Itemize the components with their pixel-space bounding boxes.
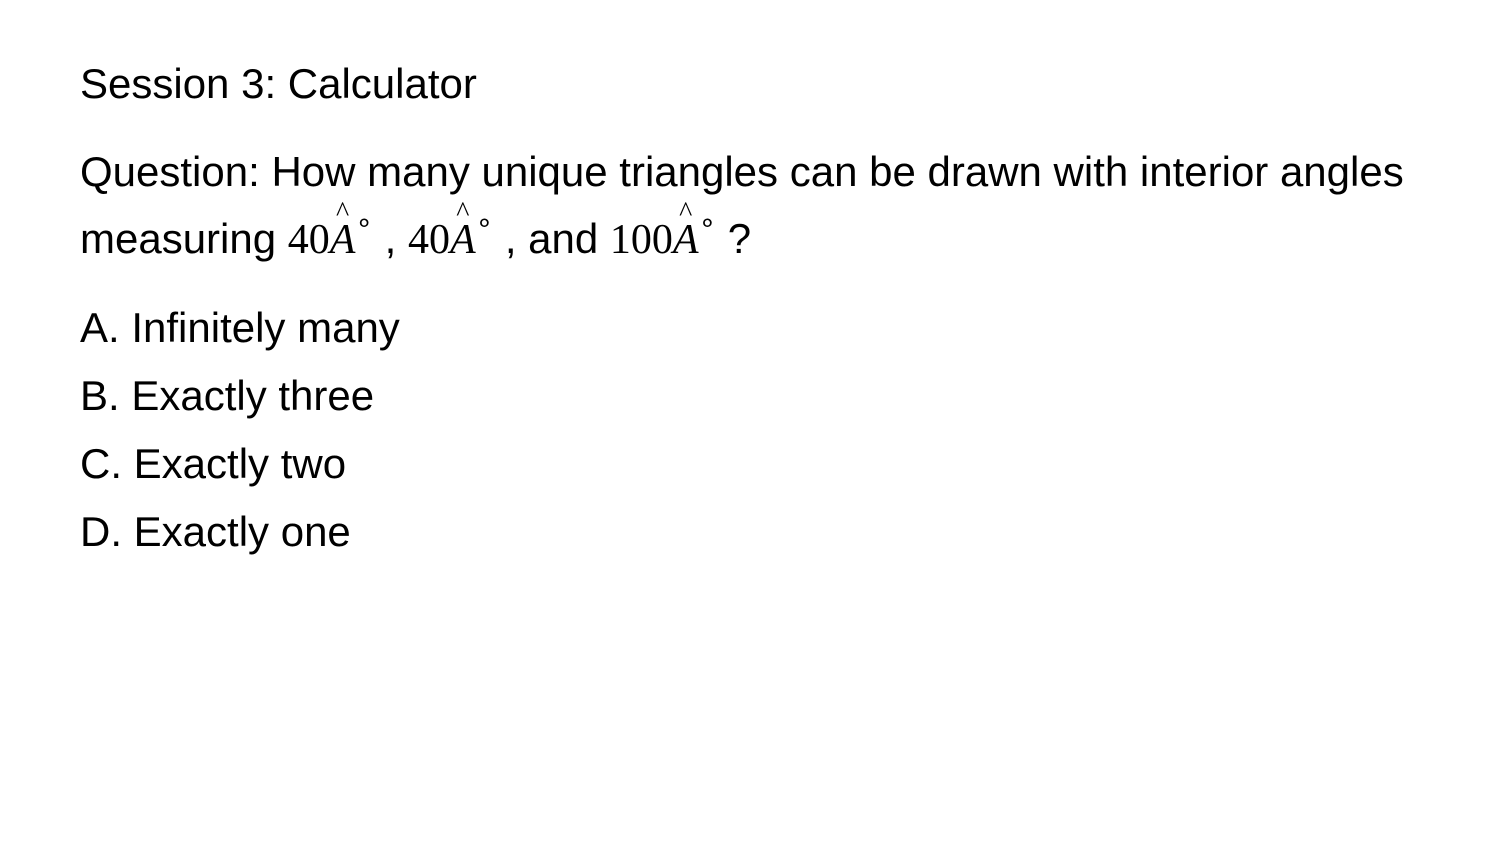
question-text: Question: How many unique triangles can …: [80, 138, 1420, 274]
math-angle-2: 40^A∘: [408, 217, 493, 263]
hat-symbol-2: ^: [456, 199, 469, 227]
math-angle-1: 40^A∘: [288, 217, 373, 263]
option-a: A. Infinitely many: [80, 304, 1420, 352]
math-angle-3: 100^A∘: [610, 217, 716, 263]
option-c: C. Exactly two: [80, 440, 1420, 488]
angle-var-1: ^A: [330, 207, 356, 274]
angle2-number: 40: [408, 217, 450, 263]
angle1-number: 40: [288, 217, 330, 263]
angle3-number: 100: [610, 217, 673, 263]
options-list: A. Infinitely many B. Exactly three C. E…: [80, 304, 1420, 556]
content-container: Session 3: Calculator Question: How many…: [80, 60, 1420, 556]
question-suffix: ?: [716, 215, 751, 262]
hat-symbol-1: ^: [336, 199, 349, 227]
angle-var-3: ^A: [673, 207, 699, 274]
degree-symbol-3: ∘: [699, 208, 717, 239]
option-d: D. Exactly one: [80, 508, 1420, 556]
degree-symbol-1: ∘: [355, 208, 373, 239]
hat-symbol-3: ^: [679, 199, 692, 227]
session-title: Session 3: Calculator: [80, 60, 1420, 108]
separator-1: ,: [373, 215, 408, 262]
option-b: B. Exactly three: [80, 372, 1420, 420]
degree-symbol-2: ∘: [476, 208, 494, 239]
angle-var-2: ^A: [450, 207, 476, 274]
separator-2: , and: [493, 215, 610, 262]
